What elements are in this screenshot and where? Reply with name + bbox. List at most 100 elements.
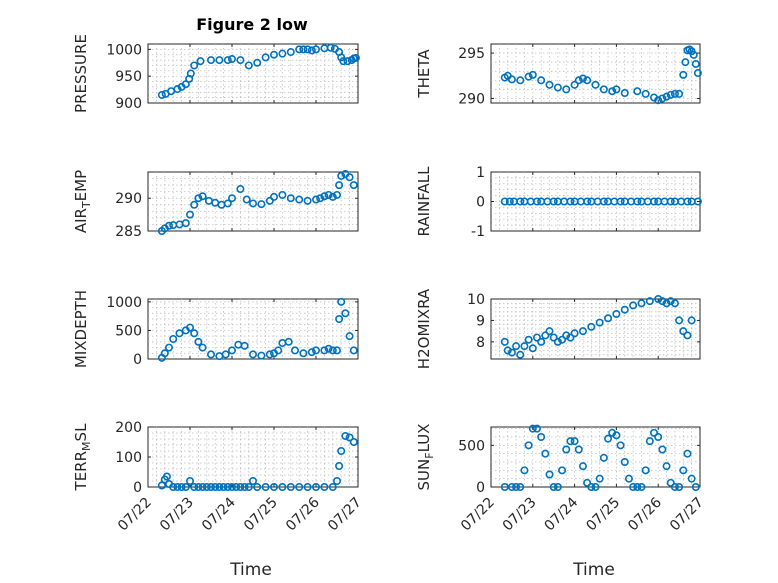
y-tick-label: 100	[115, 450, 142, 466]
data-point	[335, 181, 344, 190]
data-point	[181, 219, 190, 228]
data-point	[637, 299, 646, 308]
data-point	[316, 194, 325, 203]
data-point	[186, 69, 195, 78]
data-point	[244, 482, 253, 491]
data-point	[278, 482, 287, 491]
data-point	[223, 56, 232, 65]
y-tick-label: 295	[458, 46, 485, 62]
data-point	[173, 482, 182, 491]
data-point	[683, 197, 692, 206]
data-point	[343, 57, 352, 66]
data-point	[541, 331, 550, 340]
data-point	[311, 45, 320, 54]
data-point	[286, 482, 295, 491]
data-point	[328, 482, 337, 491]
data-point	[505, 197, 514, 206]
data-point	[165, 343, 174, 352]
data-point	[339, 57, 348, 66]
data-point	[240, 341, 249, 350]
data-point	[578, 327, 587, 336]
data-point	[295, 482, 304, 491]
data-point	[299, 349, 308, 358]
data-point	[249, 199, 258, 208]
data-point	[679, 70, 688, 79]
data-point	[249, 350, 258, 359]
data-point	[658, 445, 667, 454]
data-point	[645, 437, 654, 446]
data-point	[236, 56, 245, 65]
data-point	[599, 85, 608, 94]
panel-air-temp: 285 290 AIRTEMP	[72, 170, 359, 240]
data-point	[165, 221, 174, 230]
panel-mixdepth: 0 500 1000 MIXDEPTH	[72, 290, 359, 368]
data-point	[599, 453, 608, 462]
data-point	[173, 85, 182, 94]
data-point	[583, 197, 592, 206]
data-point	[679, 466, 688, 475]
data-point	[175, 329, 184, 338]
data-point	[687, 316, 696, 325]
data-point	[332, 476, 341, 485]
data-point	[681, 58, 690, 67]
data-point	[608, 87, 617, 96]
data-point	[685, 45, 694, 54]
y-tick-label: -1	[471, 224, 485, 240]
data-point	[194, 482, 203, 491]
data-point	[604, 434, 613, 443]
data-point	[629, 482, 638, 491]
panel-pressure: 900 950 1000 PRESSURE	[72, 34, 360, 113]
data-point	[524, 72, 533, 81]
y-axis-label: H2OMIXRA	[415, 288, 433, 369]
y-axis-label: RAINFALL	[415, 166, 433, 237]
data-point	[549, 197, 558, 206]
data-point	[604, 314, 613, 323]
data-point	[570, 80, 579, 89]
data-point	[261, 482, 270, 491]
data-point	[345, 173, 354, 182]
x-axis-label-right: Time	[572, 560, 615, 580]
data-point	[587, 482, 596, 491]
data-point	[337, 297, 346, 306]
data-point	[553, 482, 562, 491]
data-point	[328, 346, 337, 355]
data-point	[507, 75, 516, 84]
data-point	[307, 348, 316, 357]
data-point	[278, 49, 287, 58]
y-axis-label: MIXDEPTH	[72, 290, 90, 368]
data-point	[242, 195, 251, 204]
data-point	[562, 85, 571, 94]
data-point	[587, 322, 596, 331]
data-point	[524, 441, 533, 450]
data-point	[562, 331, 571, 340]
data-point	[307, 46, 316, 55]
data-point	[662, 299, 671, 308]
data-point	[566, 197, 575, 206]
data-point	[629, 301, 638, 310]
data-point	[186, 476, 195, 485]
data-point	[524, 335, 533, 344]
data-points	[157, 297, 358, 362]
data-point	[528, 424, 537, 433]
data-point	[345, 433, 354, 442]
data-point	[570, 437, 579, 446]
data-point	[658, 297, 667, 306]
data-point	[683, 331, 692, 340]
data-point	[198, 192, 207, 201]
x-tick-label: 07/23	[500, 495, 540, 535]
y-tick-label: 950	[115, 69, 142, 85]
data-point	[240, 482, 249, 491]
data-point	[512, 482, 521, 491]
data-point	[335, 314, 344, 323]
data-point	[662, 462, 671, 471]
data-point	[232, 482, 241, 491]
y-tick-label: 500	[458, 438, 485, 454]
data-point	[219, 482, 228, 491]
y-tick-label: 285	[115, 224, 142, 240]
data-point	[236, 185, 245, 194]
data-point	[578, 74, 587, 83]
data-point	[341, 309, 350, 318]
x-axis-label-left: Time	[229, 560, 272, 580]
data-point	[616, 197, 625, 206]
data-point	[244, 61, 253, 70]
